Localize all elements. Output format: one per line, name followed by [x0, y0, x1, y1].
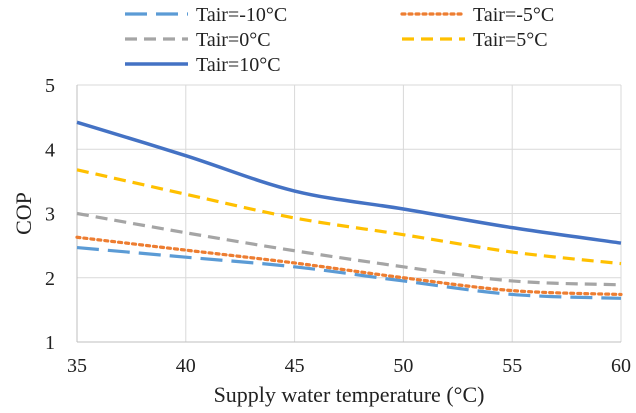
x-tick-label: 45	[285, 355, 305, 377]
gridlines	[77, 84, 622, 342]
series-line-tair-5-c	[75, 235, 623, 297]
legend-label: Tair=10°C	[196, 54, 281, 76]
y-tick-label: 2	[45, 268, 55, 290]
y-axis-label: COP	[11, 192, 36, 235]
legend-entry: Tair=-10°C	[125, 4, 287, 26]
legend-entry: Tair=5°C	[402, 29, 548, 51]
y-tick-label: 5	[45, 75, 55, 97]
x-tick-label: 55	[502, 355, 522, 377]
x-tick-label: 60	[611, 355, 631, 377]
legend-label: Tair=5°C	[473, 29, 548, 51]
x-tick-label: 40	[176, 355, 196, 377]
y-tick-label: 4	[45, 139, 55, 161]
y-tick-labels: 1 2 3 4 5	[45, 75, 55, 354]
legend-label: Tair=0°C	[196, 29, 271, 51]
series-lines	[75, 120, 623, 300]
series-line-tair-10-c	[76, 120, 622, 245]
y-tick-label: 1	[45, 332, 55, 354]
legend-label: Tair=-10°C	[196, 4, 287, 26]
legend-entry: Tair=0°C	[125, 29, 271, 51]
legend-label: Tair=-5°C	[473, 4, 554, 26]
x-tick-label: 35	[67, 355, 87, 377]
series-line-tair-10-c	[76, 245, 622, 300]
series-line-tair-0-c	[76, 211, 622, 287]
legend-entry: Tair=-5°C	[400, 4, 554, 26]
x-axis-label: Supply water temperature (°C)	[214, 382, 485, 407]
x-tick-label: 50	[393, 355, 413, 377]
y-tick-label: 3	[45, 204, 55, 226]
legend: Tair=-10°C Tair=-5°C Tair=0°C Tair=5°C Tair=…	[125, 4, 554, 76]
series-line-tair-5-c	[76, 168, 622, 266]
x-tick-labels: 35 40 45 50 55 60	[67, 355, 631, 377]
legend-entry: Tair=10°C	[125, 54, 281, 76]
